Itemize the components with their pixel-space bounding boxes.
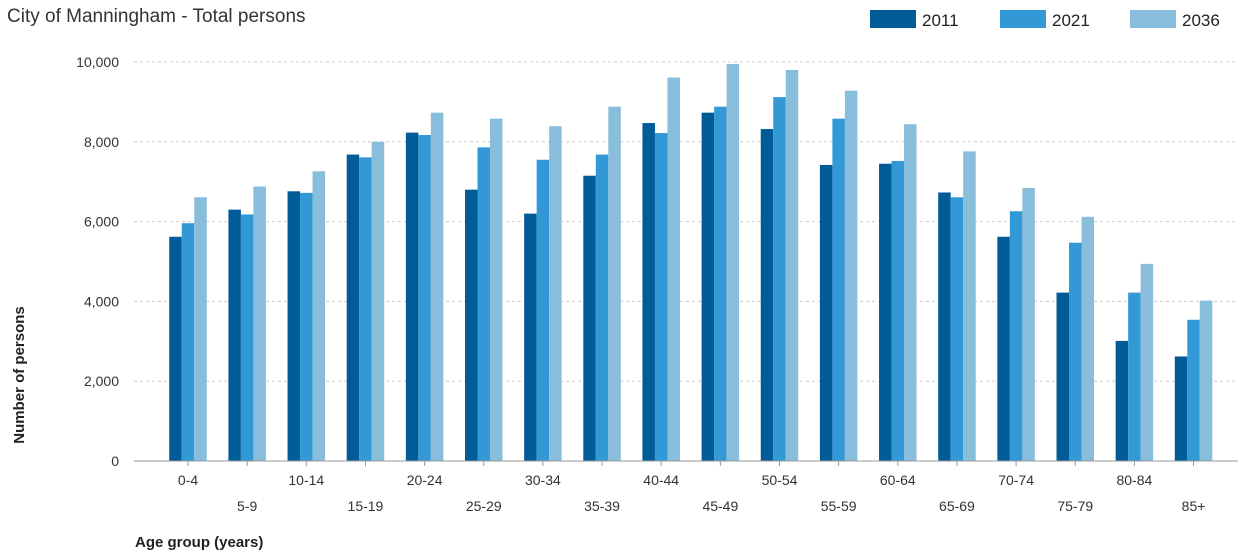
bar-2036: [904, 124, 917, 461]
bar-2011: [701, 112, 715, 461]
x-tick-label: 55-59: [821, 498, 857, 514]
x-tick-label: 20-24: [407, 472, 443, 488]
bar-2021: [891, 160, 905, 461]
bar-2021: [1009, 211, 1023, 461]
chart-title: City of Manningham - Total persons: [7, 6, 306, 27]
bar-2036: [726, 63, 740, 462]
x-tick-label: 50-54: [762, 472, 798, 488]
bar-2021: [654, 133, 668, 461]
x-axis-title: Age group (years): [135, 534, 263, 551]
legend-swatch-2011: [870, 10, 916, 28]
bar-2011: [879, 163, 892, 461]
bar-2021: [418, 135, 431, 461]
y-tick-label: 8,000: [84, 134, 119, 150]
x-tick-label: 40-44: [643, 472, 679, 488]
bar-2036: [1022, 188, 1035, 462]
bar-2036: [1140, 263, 1154, 461]
bar-2021: [1187, 319, 1200, 461]
bar-2036: [1199, 300, 1213, 461]
bar-2011: [524, 213, 537, 461]
bar-2011: [287, 191, 301, 461]
y-tick-label: 6,000: [84, 214, 119, 230]
bar-2036: [490, 118, 503, 462]
y-axis-title: Number of persons: [11, 306, 28, 444]
x-tick-label: 30-34: [525, 472, 561, 488]
bar-2036: [1081, 216, 1094, 461]
bar-2011: [169, 236, 182, 461]
bar-2021: [773, 97, 786, 461]
legend-label-2036: 2036: [1182, 11, 1220, 30]
bar-2011: [1115, 340, 1129, 461]
y-tick-label: 10,000: [76, 54, 119, 70]
bar-2036: [430, 112, 444, 461]
x-tick-label: 45-49: [702, 498, 738, 514]
bar-2021: [477, 147, 490, 462]
bar-2011: [405, 132, 419, 462]
bar-2036: [194, 197, 207, 462]
x-tick-label: 15-19: [348, 498, 384, 514]
x-tick-label: 85+: [1182, 498, 1206, 514]
bar-2036: [549, 126, 562, 461]
bar-2036: [608, 106, 621, 462]
bar-2021: [181, 223, 195, 461]
bar-2021: [300, 192, 313, 461]
bar-2011: [1174, 356, 1188, 461]
x-tick-label: 25-29: [466, 498, 502, 514]
bar-2011: [1056, 292, 1069, 461]
bar-2021: [536, 159, 550, 461]
legend-label-2021: 2021: [1052, 11, 1090, 30]
bar-2011: [938, 192, 951, 461]
legend: 2011 2021 2036: [870, 10, 1220, 30]
x-tick-label: 60-64: [880, 472, 916, 488]
bar-2011: [997, 236, 1010, 461]
bar-2021: [1128, 292, 1141, 461]
bar-2021: [1069, 242, 1082, 461]
x-tick-label: 80-84: [1116, 472, 1152, 488]
axes: 0 2,000 4,000 6,000 8,000 10,000 0-4 5-9 10-14 15…: [76, 54, 1238, 514]
bar-2011: [465, 189, 478, 461]
x-tick-label: 5-9: [237, 498, 257, 514]
x-tick-label: 35-39: [584, 498, 620, 514]
y-tick-label: 4,000: [84, 293, 119, 309]
bar-2011: [228, 209, 241, 461]
bar-2011: [760, 129, 774, 462]
bar-2021: [714, 106, 727, 462]
bar-2021: [359, 157, 372, 461]
x-tick-label: 75-79: [1057, 498, 1093, 514]
y-tick-label: 0: [111, 453, 119, 469]
x-tick-label: 65-69: [939, 498, 975, 514]
bar-2036: [371, 141, 385, 462]
y-tick-label: 2,000: [84, 373, 119, 389]
bar-2011: [583, 175, 596, 461]
bar-2011: [642, 123, 655, 461]
bar-2021: [950, 197, 964, 462]
bar-2036: [963, 151, 976, 461]
x-tick-label: 70-74: [998, 472, 1034, 488]
bar-2021: [595, 154, 609, 461]
legend-swatch-2036: [1130, 10, 1176, 28]
bar-2021: [240, 214, 254, 461]
bar-2036: [844, 90, 858, 461]
bar-2011: [819, 164, 833, 461]
bars: [169, 63, 1213, 462]
legend-label-2011: 2011: [922, 11, 959, 30]
bar-2021: [832, 118, 845, 462]
x-tick-label: 10-14: [288, 472, 324, 488]
legend-swatch-2021: [1000, 10, 1046, 28]
gridlines: [134, 61, 1238, 382]
bar-2036: [253, 186, 266, 461]
bar-2011: [346, 154, 360, 461]
x-tick-label: 0-4: [178, 472, 198, 488]
bar-2036: [667, 77, 680, 461]
bar-2036: [785, 69, 799, 461]
bar-2036: [312, 171, 326, 462]
